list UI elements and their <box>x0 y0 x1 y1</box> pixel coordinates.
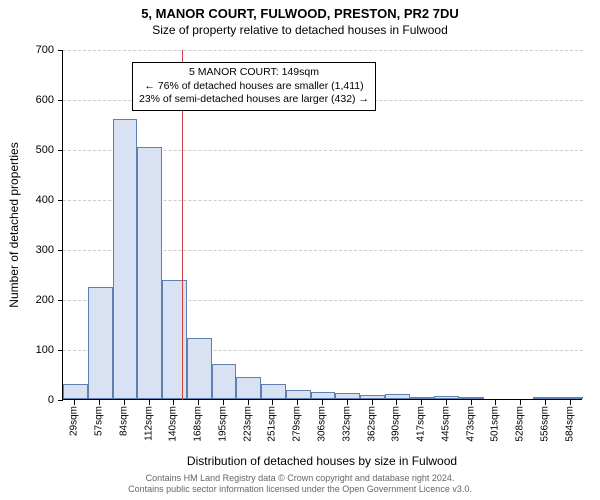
annotation-box: 5 MANOR COURT: 149sqm← 76% of detached h… <box>132 62 376 111</box>
histogram-bar <box>212 364 237 399</box>
y-tick-mark <box>58 400 63 401</box>
histogram-bar <box>187 338 212 399</box>
x-tick-mark <box>446 400 447 405</box>
histogram-bar <box>434 396 459 399</box>
x-tick-mark <box>248 400 249 405</box>
x-tick-mark <box>396 400 397 405</box>
y-tick-label: 700 <box>36 44 54 56</box>
y-tick-label: 300 <box>36 244 54 256</box>
x-tick-label: 140sqm <box>168 406 179 442</box>
x-tick-label: 332sqm <box>341 406 352 442</box>
histogram-bar <box>410 397 435 399</box>
grid-line <box>63 50 583 51</box>
footer-line-2: Contains public sector information licen… <box>0 484 600 496</box>
x-tick-label: 84sqm <box>118 406 129 436</box>
histogram-bar <box>311 392 336 399</box>
y-tick-label: 500 <box>36 144 54 156</box>
x-tick-label: 445sqm <box>440 406 451 442</box>
histogram-bar <box>286 390 311 399</box>
x-tick-label: 29sqm <box>69 406 80 436</box>
annotation-line: ← 76% of detached houses are smaller (1,… <box>139 80 369 94</box>
x-tick-label: 195sqm <box>217 406 228 442</box>
chart-container: 5, MANOR COURT, FULWOOD, PRESTON, PR2 7D… <box>0 0 600 500</box>
x-tick-label: 306sqm <box>317 406 328 442</box>
x-tick-mark <box>471 400 472 405</box>
x-tick-mark <box>495 400 496 405</box>
histogram-bar <box>88 287 113 400</box>
x-tick-label: 528sqm <box>515 406 526 442</box>
y-tick-label: 600 <box>36 94 54 106</box>
y-axis-label: Number of detached properties <box>7 142 21 307</box>
y-tick-mark <box>58 50 63 51</box>
histogram-bar <box>335 393 360 400</box>
y-tick-mark <box>58 100 63 101</box>
histogram-bar <box>459 397 484 399</box>
x-tick-mark <box>124 400 125 405</box>
y-tick-mark <box>58 250 63 251</box>
x-tick-mark <box>198 400 199 405</box>
x-tick-mark <box>372 400 373 405</box>
annotation-line: 5 MANOR COURT: 149sqm <box>139 66 369 80</box>
histogram-bar <box>558 397 583 399</box>
x-tick-label: 473sqm <box>465 406 476 442</box>
y-tick-label: 100 <box>36 344 54 356</box>
x-tick-mark <box>149 400 150 405</box>
x-tick-mark <box>570 400 571 405</box>
x-tick-label: 251sqm <box>267 406 278 442</box>
histogram-bar <box>162 280 187 399</box>
chart-title-sub: Size of property relative to detached ho… <box>0 21 600 37</box>
x-tick-mark <box>421 400 422 405</box>
x-tick-label: 584sqm <box>564 406 575 442</box>
histogram-bar <box>113 119 138 399</box>
y-tick-mark <box>58 350 63 351</box>
y-tick-label: 400 <box>36 194 54 206</box>
chart-footer: Contains HM Land Registry data © Crown c… <box>0 473 600 496</box>
annotation-line: 23% of semi-detached houses are larger (… <box>139 93 369 107</box>
histogram-bar <box>385 394 410 399</box>
x-tick-label: 556sqm <box>539 406 550 442</box>
histogram-bar <box>63 384 88 399</box>
y-tick-mark <box>58 150 63 151</box>
x-tick-mark <box>74 400 75 405</box>
x-tick-mark <box>545 400 546 405</box>
histogram-bar <box>533 397 558 399</box>
x-tick-label: 362sqm <box>366 406 377 442</box>
x-tick-mark <box>99 400 100 405</box>
x-tick-label: 223sqm <box>242 406 253 442</box>
x-tick-mark <box>223 400 224 405</box>
y-tick-mark <box>58 200 63 201</box>
histogram-bar <box>261 384 286 399</box>
x-tick-mark <box>322 400 323 405</box>
x-tick-mark <box>173 400 174 405</box>
x-tick-mark <box>272 400 273 405</box>
x-tick-label: 417sqm <box>416 406 427 442</box>
x-tick-label: 112sqm <box>143 406 154 441</box>
y-tick-mark <box>58 300 63 301</box>
chart-title-main: 5, MANOR COURT, FULWOOD, PRESTON, PR2 7D… <box>0 0 600 21</box>
x-tick-mark <box>297 400 298 405</box>
x-tick-label: 168sqm <box>193 406 204 442</box>
x-tick-mark <box>520 400 521 405</box>
chart-area: Number of detached properties Distributi… <box>62 50 582 400</box>
x-tick-label: 57sqm <box>94 406 105 436</box>
histogram-bar <box>236 377 261 400</box>
y-tick-label: 200 <box>36 294 54 306</box>
footer-line-1: Contains HM Land Registry data © Crown c… <box>0 473 600 485</box>
x-tick-label: 390sqm <box>391 406 402 442</box>
y-tick-label: 0 <box>48 394 54 406</box>
x-tick-label: 501sqm <box>490 406 501 442</box>
histogram-bar <box>360 395 385 399</box>
x-axis-label: Distribution of detached houses by size … <box>62 454 582 468</box>
histogram-bar <box>137 147 162 400</box>
x-tick-mark <box>347 400 348 405</box>
x-tick-label: 279sqm <box>292 406 303 442</box>
